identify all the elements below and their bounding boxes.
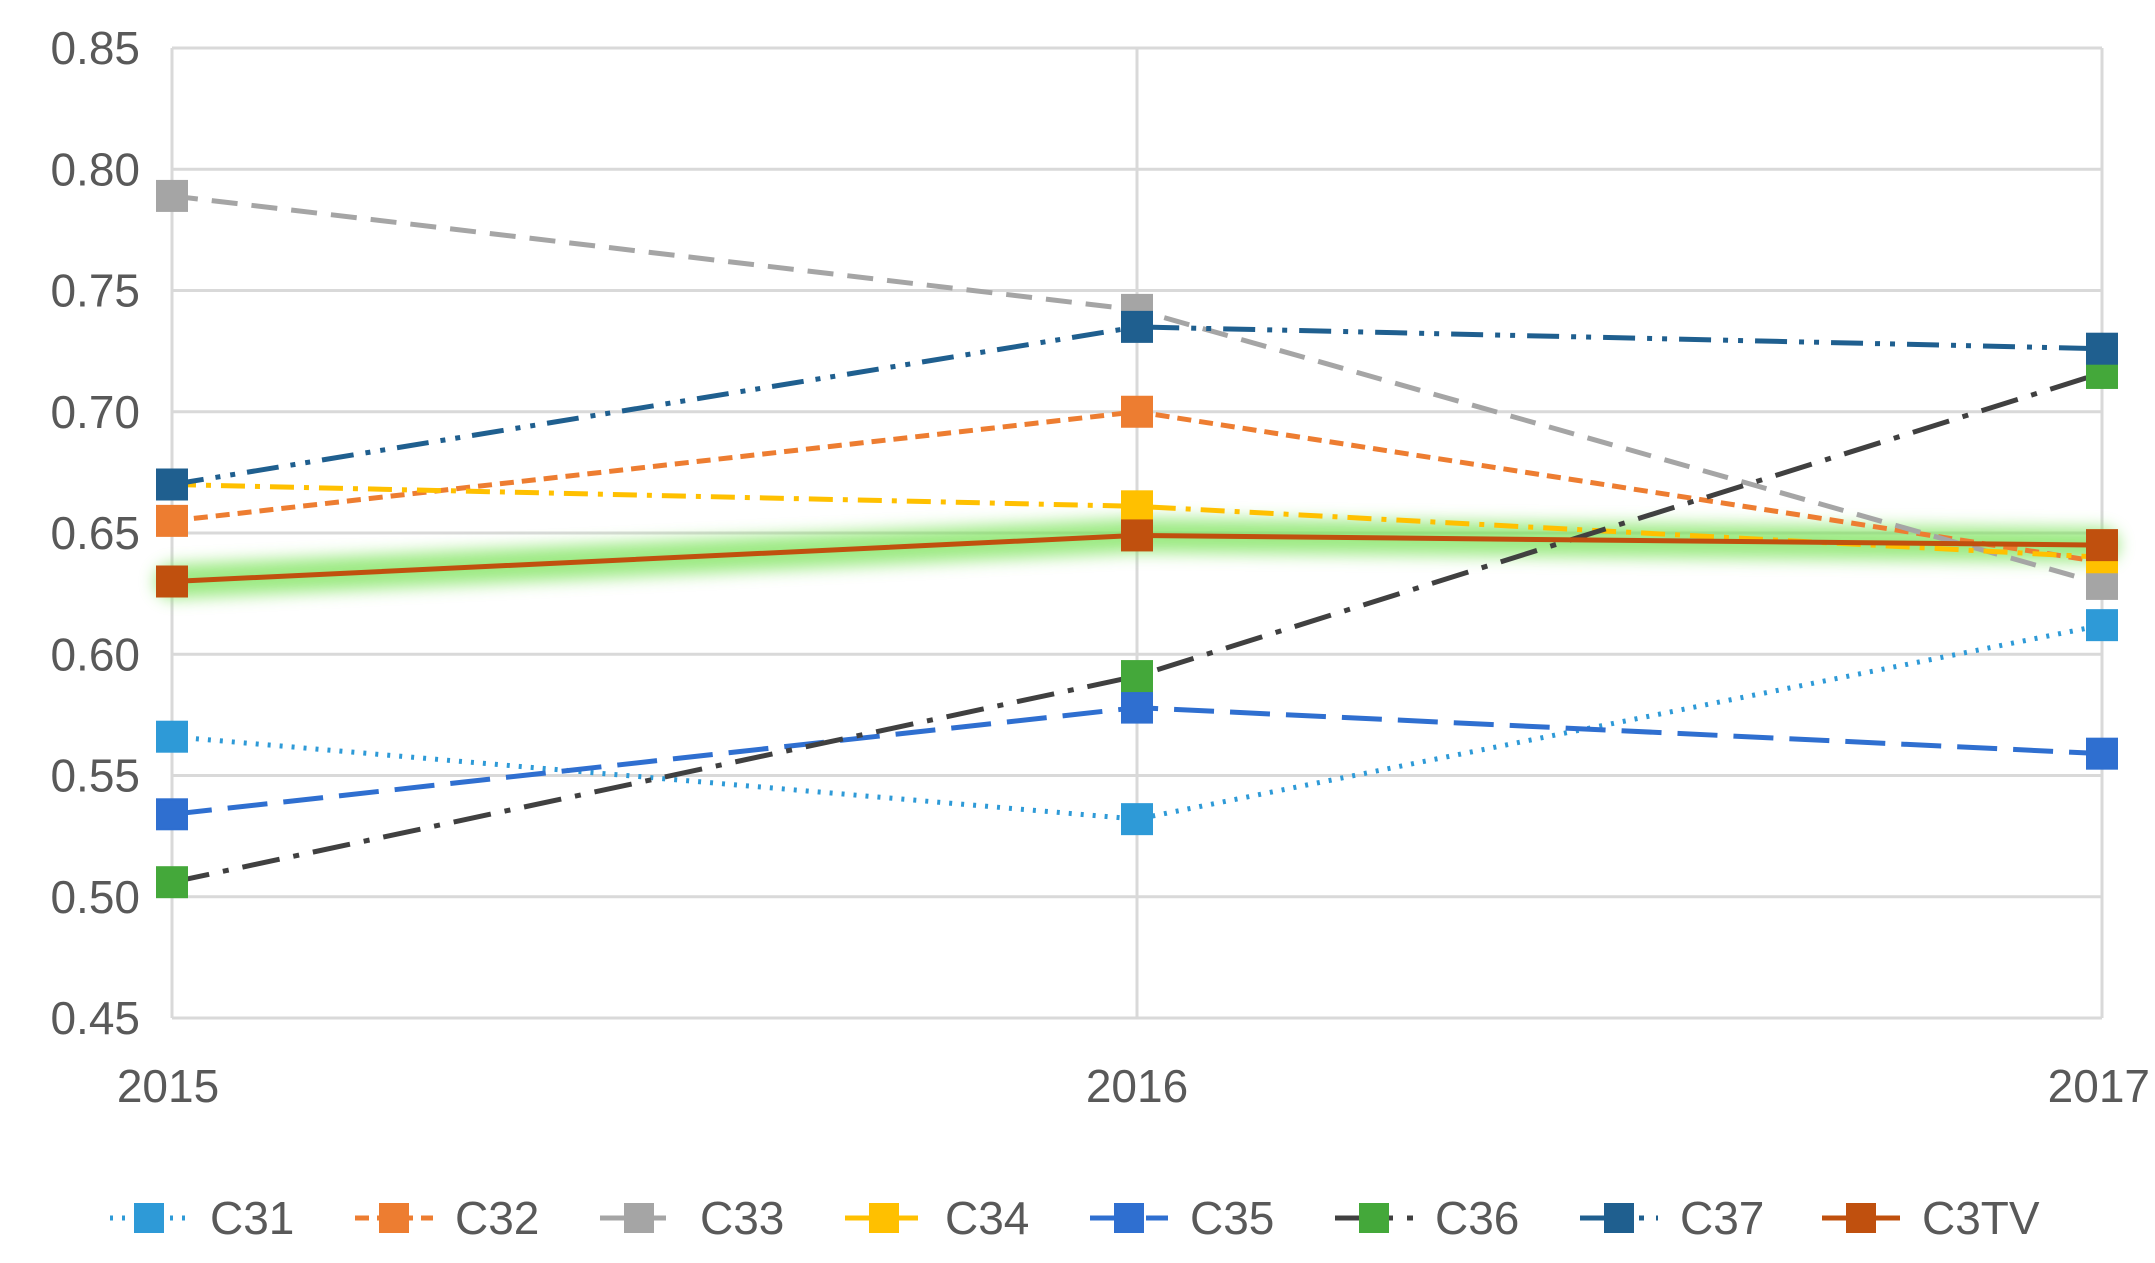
legend-label: C33 [700, 1192, 784, 1244]
marker-c35-2017 [2086, 737, 2118, 770]
legend-marker [1359, 1203, 1389, 1233]
y-tick-label: 0.85 [50, 22, 140, 74]
marker-c31-2015 [156, 720, 188, 753]
legend-label: C37 [1680, 1192, 1764, 1244]
legend-item-c32: C32 [355, 1192, 539, 1244]
y-tick-label: 0.65 [50, 507, 140, 559]
marker-c3tv-2017 [2086, 529, 2118, 562]
legend: C31 C32 C33 C34 C35 C36 C37 C3TV [110, 1192, 2040, 1244]
legend-label: C3TV [1922, 1192, 2040, 1244]
legend-marker [134, 1203, 164, 1233]
y-tick-label: 0.70 [50, 386, 140, 438]
legend-marker [1846, 1203, 1876, 1233]
y-tick-label: 0.80 [50, 143, 140, 195]
axes: 0.45 0.50 0.55 0.60 0.65 0.70 0.75 0.80 0.85 2015… [50, 22, 2150, 1112]
y-tick-label: 0.60 [50, 628, 140, 680]
series-line-c36 [171, 370, 2103, 885]
marker-c36-2016 [1121, 660, 1153, 693]
marker-c32-2016 [1121, 395, 1153, 428]
y-tick-label: 0.55 [50, 750, 140, 802]
legend-item-c34: C34 [845, 1192, 1029, 1244]
legend-item-c3tv: C3TV [1822, 1192, 2040, 1244]
legend-item-c37: C37 [1580, 1192, 1764, 1244]
legend-item-c31: C31 [110, 1192, 294, 1244]
marker-c37-2016 [1121, 310, 1153, 343]
marker-c35-2015 [156, 798, 188, 831]
marker-c31-2016 [1121, 803, 1153, 836]
marker-c33-2017 [2086, 567, 2118, 600]
marker-c31-2017 [2086, 609, 2118, 642]
marker-c3tv-2015 [156, 565, 188, 598]
marker-c35-2016 [1121, 691, 1153, 724]
y-tick-label: 0.45 [50, 992, 140, 1044]
legend-marker [869, 1203, 899, 1233]
marker-c32-2015 [156, 504, 188, 537]
marker-c37-2015 [156, 468, 188, 501]
marker-c37-2017 [2086, 332, 2118, 365]
x-tick-label: 2015 [117, 1060, 219, 1112]
legend-label: C31 [210, 1192, 294, 1244]
series-lines [155, 179, 2119, 899]
legend-marker [624, 1203, 654, 1233]
y-tick-label: 0.75 [50, 265, 140, 317]
legend-item-c33: C33 [600, 1192, 784, 1244]
legend-marker [1114, 1203, 1144, 1233]
legend-label: C35 [1190, 1192, 1274, 1244]
legend-item-c35: C35 [1090, 1192, 1274, 1244]
marker-c34-2016 [1121, 490, 1153, 523]
legend-marker [379, 1203, 409, 1233]
legend-item-c36: C36 [1335, 1192, 1519, 1244]
marker-c36-2015 [156, 866, 188, 899]
y-tick-label: 0.50 [50, 871, 140, 923]
legend-label: C34 [945, 1192, 1029, 1244]
x-tick-label: 2016 [1086, 1060, 1188, 1112]
legend-label: C32 [455, 1192, 539, 1244]
x-tick-label: 2017 [2048, 1060, 2150, 1112]
legend-label: C36 [1435, 1192, 1519, 1244]
marker-c3tv-2016 [1121, 519, 1153, 552]
legend-marker [1604, 1203, 1634, 1233]
marker-c33-2015 [156, 179, 188, 212]
series-line-c37 [171, 324, 2103, 487]
